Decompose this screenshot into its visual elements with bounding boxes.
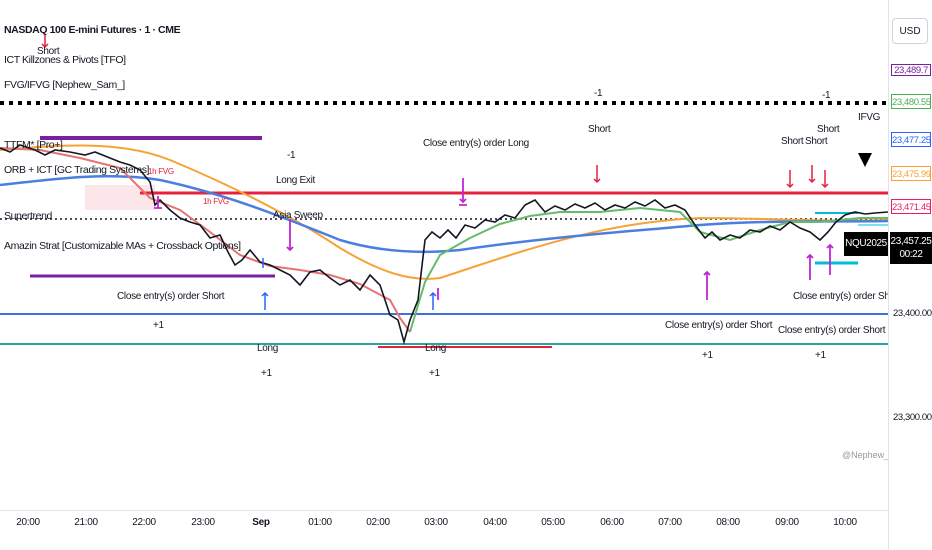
- position-delta-label: +1: [815, 350, 826, 361]
- time-tick: 01:00: [308, 517, 332, 528]
- price-chart[interactable]: [0, 0, 888, 510]
- indicator-legend-supertrend[interactable]: Supertrend: [4, 210, 52, 222]
- close-short-label: Close entry(s) order Short: [793, 291, 901, 302]
- time-tick: 05:00: [541, 517, 565, 528]
- time-tick: 22:00: [132, 517, 156, 528]
- long-exit-label: Long Exit: [276, 175, 315, 186]
- indicator-legend-killzones[interactable]: ICT Killzones & Pivots [TFO]: [4, 54, 126, 66]
- ma-orange-line: [0, 144, 888, 280]
- time-tick: 09:00: [775, 517, 799, 528]
- time-tick: 06:00: [600, 517, 624, 528]
- bar-countdown: 00:22: [899, 249, 923, 260]
- currency-button[interactable]: USD: [892, 18, 928, 44]
- symbol-title[interactable]: NASDAQ 100 E-mini Futures · 1 · CME: [4, 24, 181, 36]
- current-price-value: 23,457.25: [890, 236, 932, 247]
- position-delta-label: -1: [594, 88, 603, 99]
- current-price-tag: 23,457.25 00:22: [890, 232, 932, 264]
- price-tag-pink: 23,471.45: [891, 199, 931, 214]
- long-label: Long: [257, 343, 279, 354]
- long-arrow-icon: [261, 291, 269, 310]
- ma-blue-line: [0, 174, 888, 254]
- price-tag-partial: 23,489.7: [891, 64, 931, 76]
- indicator-legend-amazin[interactable]: Amazin Strat [Customizable MAs + Crossba…: [4, 240, 241, 252]
- fvg-label: 1h FVG: [148, 167, 174, 176]
- ifvg-marker-icon: [858, 153, 872, 167]
- time-tick: 23:00: [191, 517, 215, 528]
- price-tag-green: 23,480.55: [891, 94, 931, 109]
- time-tick: 20:00: [16, 517, 40, 528]
- short-label: Short: [805, 136, 828, 147]
- long-signal-arrows: [261, 258, 437, 310]
- fvg-zone: [85, 185, 155, 210]
- short-label: Short: [781, 136, 804, 147]
- short-label: Short: [37, 46, 60, 57]
- short-signal-arrows: [41, 35, 829, 189]
- time-tick: 07:00: [658, 517, 682, 528]
- short-arrow-icon: [786, 170, 794, 189]
- supertrend-up-line: [409, 206, 888, 333]
- symbol-badge: NQU2025: [844, 232, 888, 256]
- fvg-label: 1h FVG: [203, 197, 229, 206]
- time-tick: 21:00: [74, 517, 98, 528]
- time-tick: 04:00: [483, 517, 507, 528]
- time-tick: 08:00: [716, 517, 740, 528]
- price-tag-orange: 23,475.99: [891, 166, 931, 181]
- long-label: Long: [425, 343, 447, 354]
- close-short-label: Close entry(s) order Short: [665, 320, 773, 331]
- asia-sweep-label: Asia Sweep: [273, 210, 323, 221]
- price-tag-blue: 23,477.25: [891, 132, 931, 147]
- short-arrow-icon: [593, 165, 601, 184]
- price-series-line: [0, 144, 888, 346]
- short-arrow-icon: [41, 35, 49, 49]
- ifvg-label: IFVG: [858, 112, 881, 123]
- supertrend-down-line: [0, 147, 411, 333]
- time-tick: Sep: [252, 517, 270, 528]
- price-tick: 23,300.00: [893, 412, 932, 423]
- close-short-label: Close entry(s) order Short: [117, 291, 225, 302]
- author-watermark: @Nephew_Sam_: [842, 450, 913, 460]
- long-arrow-icon: [429, 291, 437, 310]
- position-delta-label: +1: [261, 368, 272, 379]
- short-label: Short: [817, 124, 840, 135]
- time-scale[interactable]: [0, 510, 888, 550]
- time-tick: 10:00: [833, 517, 857, 528]
- price-tick: 23,400.00: [893, 308, 932, 319]
- position-delta-label: -1: [822, 90, 831, 101]
- position-delta-label: +1: [429, 368, 440, 379]
- close-long-label: Close entry(s) order Long: [423, 138, 529, 149]
- time-tick: 02:00: [366, 517, 390, 528]
- short-arrow-icon: [821, 170, 829, 189]
- position-delta-label: -1: [287, 150, 296, 161]
- close-short-label: Close entry(s) order Short: [778, 325, 886, 336]
- exit-markers: [154, 178, 834, 300]
- indicator-legend-orb[interactable]: ORB + ICT [GC Trading Systems]: [4, 164, 150, 176]
- time-tick: 03:00: [424, 517, 448, 528]
- price-scale[interactable]: [888, 0, 932, 550]
- short-label: Short: [588, 124, 611, 135]
- indicator-legend-fvg[interactable]: FVG/IFVG [Nephew_Sam_]: [4, 79, 125, 91]
- position-delta-label: +1: [702, 350, 713, 361]
- position-delta-label: +1: [153, 320, 164, 331]
- short-arrow-icon: [808, 165, 816, 184]
- indicator-legend-ttfm[interactable]: TTFM* [Pro+]: [4, 139, 63, 151]
